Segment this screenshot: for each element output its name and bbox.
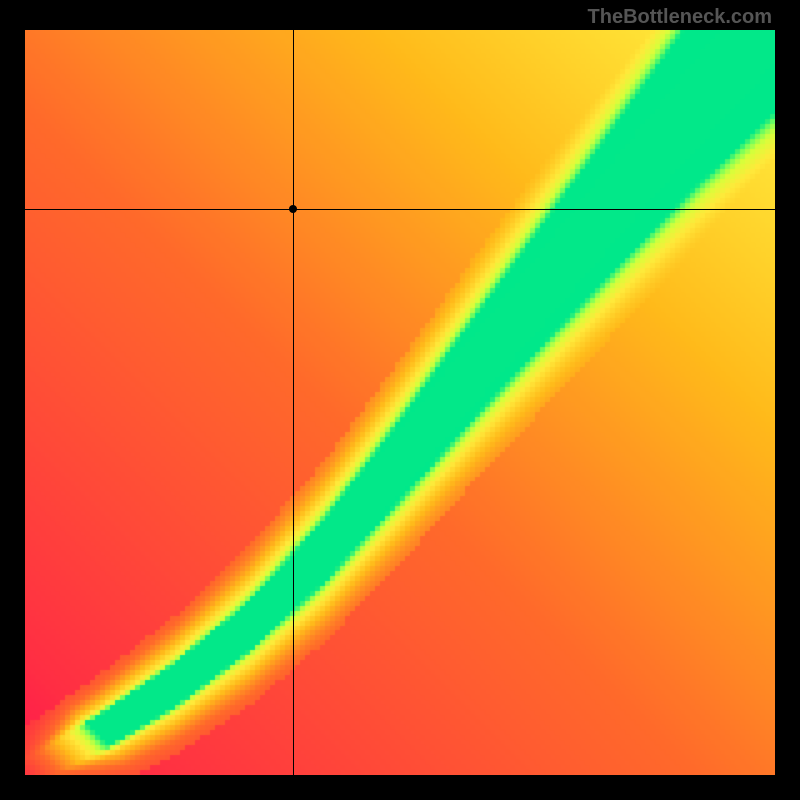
crosshair-vertical xyxy=(293,30,294,775)
chart-container: TheBottleneck.com xyxy=(0,0,800,800)
plot-area xyxy=(25,30,775,775)
heatmap-canvas xyxy=(25,30,775,775)
watermark-text: TheBottleneck.com xyxy=(588,6,772,29)
crosshair-horizontal xyxy=(25,209,775,210)
crosshair-marker xyxy=(289,205,297,213)
